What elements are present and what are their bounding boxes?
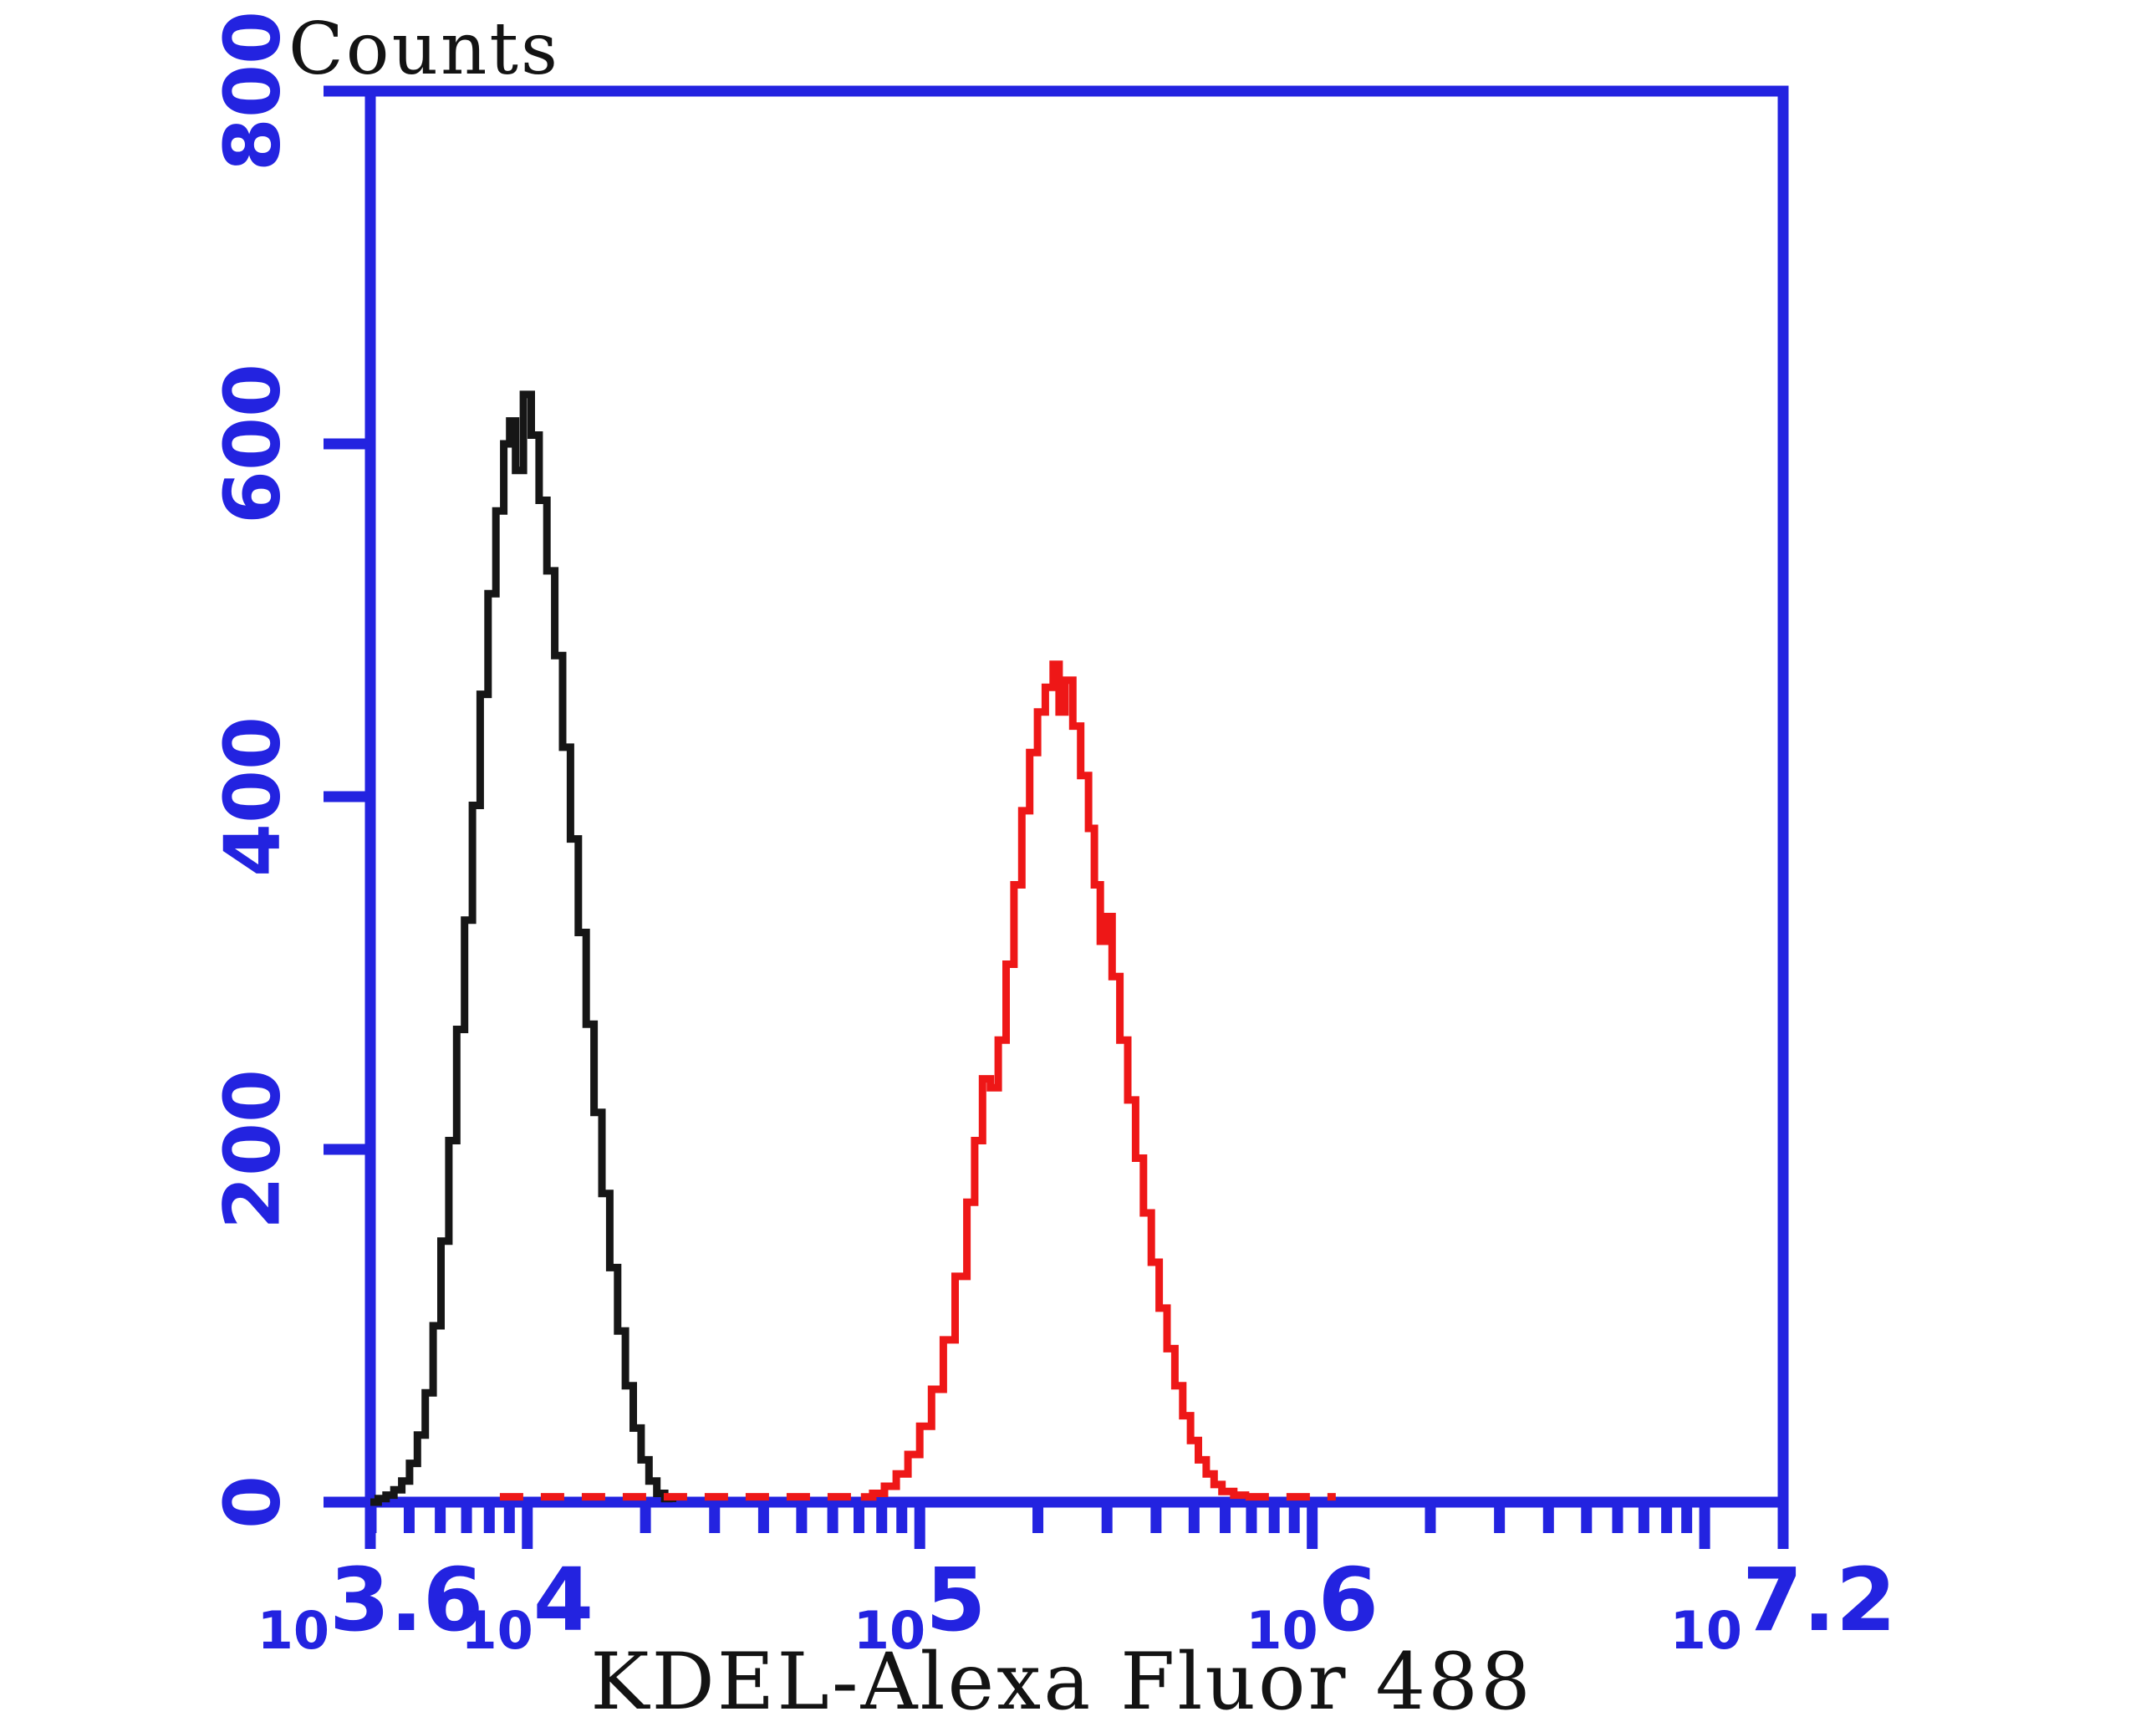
x-axis-title: KDEL-Alexa Fluor 488 [590,1637,1533,1727]
x-tick-label-base: 10 [854,1600,925,1661]
x-tick-label-exponent: 3.6 [329,1549,483,1651]
y-tick-label: 200 [207,1069,297,1230]
x-tick-label-exponent: 7.2 [1742,1549,1896,1651]
x-tick-label: 106 [1246,1549,1379,1661]
x-tick-label-base: 10 [1670,1600,1742,1661]
x-tick-label: 105 [854,1549,986,1661]
x-tick-label: 103.6 [257,1549,484,1661]
unstained-control-black-curve [370,390,676,1506]
kdel-alexa-fluor-488-red-curve [860,660,1250,1501]
y-axis-title: Counts [288,8,560,91]
y-tick-label: 400 [207,716,297,877]
x-tick-label-base: 10 [461,1600,533,1661]
x-tick-label: 107.2 [1670,1549,1897,1661]
y-tick-label: 600 [207,364,297,524]
x-tick-label: 104 [461,1549,594,1661]
x-tick-label-exponent: 6 [1318,1549,1379,1651]
curves-layer [370,390,1336,1506]
x-tick-label-base: 10 [257,1600,329,1661]
x-tick-label-exponent: 4 [533,1549,594,1651]
x-tick-label-exponent: 5 [925,1549,986,1651]
y-tick-label: 800 [207,11,297,171]
plot-frame [364,85,1789,1508]
y-tick-label: 0 [207,1475,297,1529]
x-tick-label-base: 10 [1246,1600,1318,1661]
